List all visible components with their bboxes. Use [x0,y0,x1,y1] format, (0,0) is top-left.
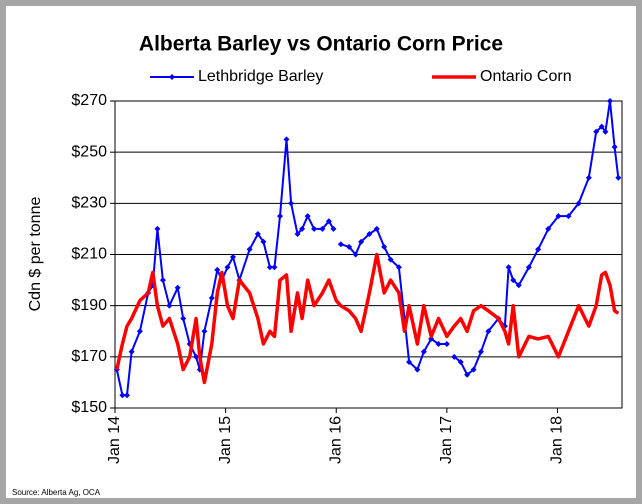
point-marker [414,366,421,373]
point-marker [174,284,181,291]
y-tick-label: $270 [71,92,107,109]
point-marker [525,264,532,271]
point-marker [358,238,365,245]
point-marker [180,315,187,322]
point-marker [602,128,609,135]
chart-title: Alberta Barley vs Ontario Corn Price [139,33,503,56]
x-tick-label: Jan 14 [106,416,123,464]
point-marker [510,277,517,284]
point-marker [615,174,622,181]
y-tick-label: $170 [71,348,107,365]
point-marker [266,264,273,271]
legend-label: Lethbridge Barley [198,68,323,85]
y-tick-label: $230 [71,195,107,212]
point-marker [246,246,253,253]
point-marker [319,225,326,232]
legend-marker [169,74,175,80]
y-tick-label: $190 [71,297,107,314]
point-marker [299,225,306,232]
point-marker [337,241,344,248]
x-tick-label: Jan 15 [217,416,234,464]
point-marker [555,213,562,220]
point-marker [311,225,318,232]
point-marker [159,277,166,284]
y-tick-label: $150 [71,399,107,416]
point-marker [352,251,359,258]
point-marker [535,246,542,253]
point-marker [330,225,337,232]
series-line [115,252,620,385]
legend-label: Ontario Corn [480,68,572,85]
x-tick-label: Jan 16 [327,416,344,464]
point-marker [464,371,471,378]
x-tick-label: Jan 17 [438,416,455,464]
point-marker [515,282,522,289]
point-marker [435,341,442,348]
point-marker [428,335,435,342]
point-marker [395,264,402,271]
point-marker [128,348,135,355]
point-marker [271,264,278,271]
point-marker [477,348,484,355]
point-marker [346,243,353,250]
source-note: Source: Alberta Ag, OCA [12,488,101,497]
point-marker [485,328,492,335]
point-marker [325,218,332,225]
point-marker [193,353,200,360]
point-marker [607,98,614,104]
point-marker [123,392,130,399]
point-marker [224,264,231,271]
point-marker [260,238,267,245]
point-marker [443,341,450,348]
x-tick-label: Jan 18 [549,416,566,464]
point-marker [451,353,458,360]
chart-background [6,6,636,498]
point-marker [545,225,552,232]
point-marker [166,302,173,309]
point-marker [288,200,295,207]
y-tick-label: $210 [71,246,107,263]
point-marker [575,200,582,207]
point-marker [585,174,592,181]
point-marker [470,366,477,373]
point-marker [277,213,284,220]
point-marker [505,264,512,271]
point-marker [294,231,301,238]
point-marker [593,128,600,135]
point-marker [208,294,215,301]
point-marker [119,392,126,399]
point-marker [229,254,236,261]
point-marker [254,231,261,238]
point-marker [457,358,464,365]
point-marker [598,123,605,130]
point-marker [214,266,221,273]
point-marker [283,136,290,143]
point-marker [201,328,208,335]
point-marker [366,231,373,238]
point-marker [373,225,380,232]
point-marker [406,358,413,365]
point-marker [154,225,161,232]
point-marker [611,144,618,151]
point-marker [387,256,394,263]
point-marker [565,213,572,220]
point-marker [304,213,311,220]
point-marker [136,328,143,335]
point-marker [420,348,427,355]
point-marker [381,243,388,250]
y-tick-label: $250 [71,143,107,160]
y-axis-label: Cdn $ per tonne [27,197,44,312]
